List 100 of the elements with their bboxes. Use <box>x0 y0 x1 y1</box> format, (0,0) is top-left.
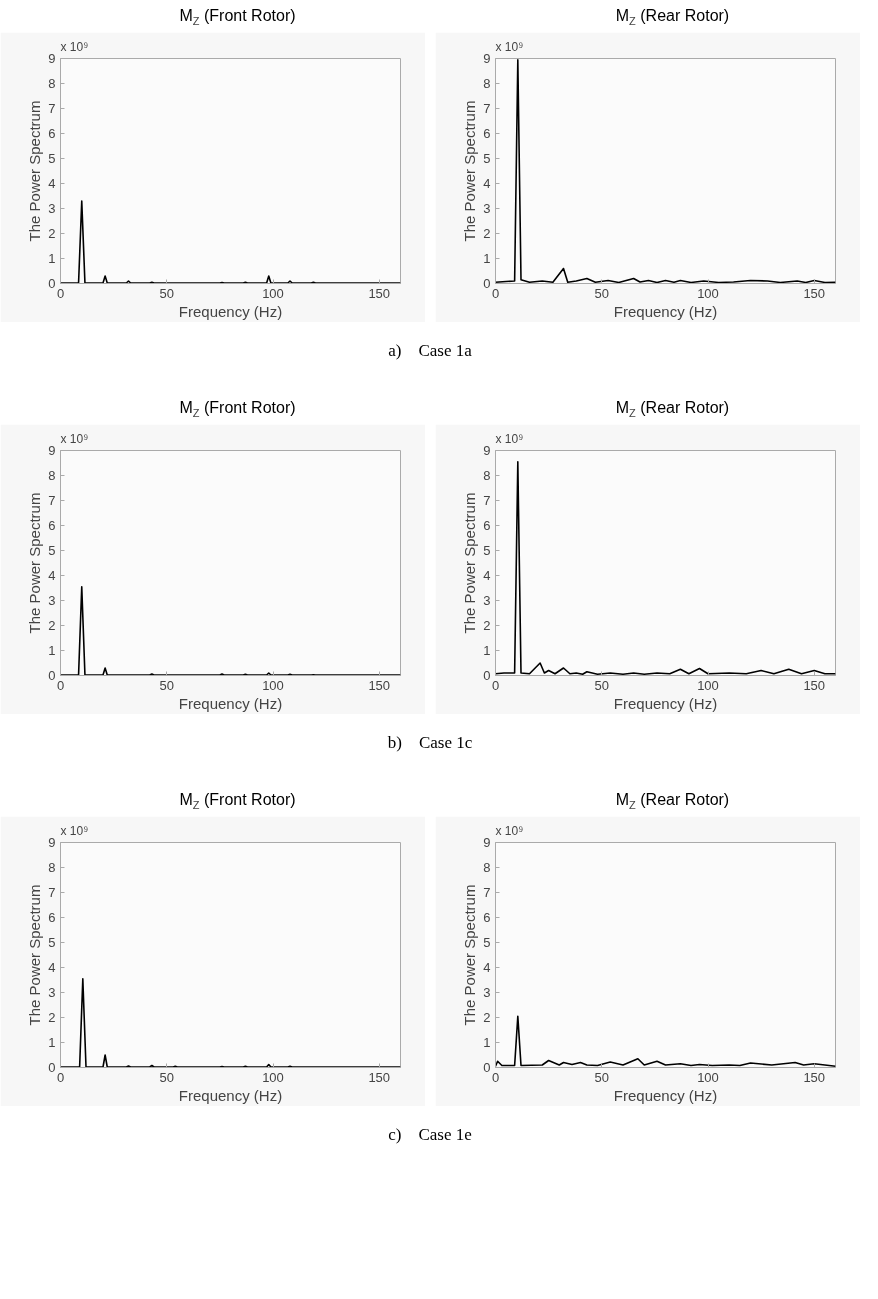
x-tick-label: 100 <box>262 677 284 693</box>
y-tick-label: 5 <box>48 543 56 558</box>
y-tick-label: 6 <box>48 518 56 533</box>
text: x 10⁹ <box>495 823 524 838</box>
y-tick-label: 9 <box>483 443 491 458</box>
y-tick-label: 3 <box>48 201 56 216</box>
y-tick-label: 8 <box>48 860 56 875</box>
y-tick-label: 2 <box>48 618 56 633</box>
y-tick-label: 3 <box>483 985 491 1000</box>
y-tick-label: 1 <box>483 1035 491 1050</box>
x-tick-label: 150 <box>368 677 391 693</box>
x-tick-label: 50 <box>594 677 609 693</box>
y-tick-label: 4 <box>483 176 491 191</box>
y-tick-label: 6 <box>483 518 491 533</box>
x-tick-label: 100 <box>697 677 719 693</box>
y-tick-label: 8 <box>483 860 491 875</box>
y-tick-label: 1 <box>483 643 491 658</box>
y-tick-label: 4 <box>483 960 491 975</box>
y-tick-label: 5 <box>483 151 491 166</box>
x-tick-label: 50 <box>159 1069 174 1085</box>
y-tick-label: 4 <box>48 568 56 583</box>
text: x 10⁹ <box>495 431 524 446</box>
y-tick-label: 1 <box>48 1035 56 1050</box>
y-tick-label: 6 <box>48 126 56 141</box>
x-tick-label: 100 <box>262 285 284 301</box>
y-tick-label: 8 <box>48 76 56 91</box>
y-tick-label: 7 <box>48 885 56 900</box>
x-axis-title: Frequency (Hz) <box>178 302 283 320</box>
y-tick-label: 1 <box>483 251 491 266</box>
chart-title: M$_{Z}$ (Front Rotor) <box>179 6 296 30</box>
y-tick-label: 7 <box>483 493 491 508</box>
y-axis-title: The Power Spectrum <box>461 884 479 1026</box>
x-tick-label: 150 <box>803 285 826 301</box>
y-tick-label: 6 <box>48 910 56 925</box>
y-axis-title: The Power Spectrum <box>26 884 44 1026</box>
y-tick-label: 4 <box>483 568 491 583</box>
x-tick-label: 100 <box>697 285 719 301</box>
chart-title: M$_{Z}$ (Rear Rotor) <box>615 398 730 422</box>
y-tick-label: 5 <box>483 935 491 950</box>
text: x 10⁹ <box>60 431 89 446</box>
y-tick-label: 9 <box>483 835 491 850</box>
x-axis-title: Frequency (Hz) <box>178 694 283 712</box>
y-tick-label: 6 <box>483 910 491 925</box>
y-tick-label: 1 <box>48 251 56 266</box>
y-tick-label: 2 <box>483 1010 491 1025</box>
y-tick-label: 9 <box>48 51 56 66</box>
x-tick-label: 150 <box>803 1069 826 1085</box>
x-tick-label: 100 <box>262 1069 284 1085</box>
y-tick-label: 3 <box>483 593 491 608</box>
text: x 10⁹ <box>60 39 89 54</box>
x-tick-label: 50 <box>594 1069 609 1085</box>
y-tick-label: 8 <box>48 468 56 483</box>
text: a) Case 1a <box>388 340 472 362</box>
y-axis-title: The Power Spectrum <box>26 492 44 634</box>
y-tick-label: 7 <box>483 885 491 900</box>
y-tick-label: 2 <box>483 618 491 633</box>
x-tick-label: 50 <box>159 285 174 301</box>
x-axis-title: Frequency (Hz) <box>613 302 718 320</box>
y-axis-title: The Power Spectrum <box>461 100 479 242</box>
x-tick-label: 150 <box>803 677 826 693</box>
y-tick-label: 5 <box>48 935 56 950</box>
text: x 10⁹ <box>495 39 524 54</box>
x-tick-label: 100 <box>697 1069 719 1085</box>
y-tick-label: 8 <box>483 76 491 91</box>
y-tick-label: 9 <box>483 51 491 66</box>
y-tick-label: 7 <box>48 101 56 116</box>
x-tick-label: 150 <box>368 285 391 301</box>
x-axis-title: Frequency (Hz) <box>613 694 718 712</box>
y-tick-label: 2 <box>48 226 56 241</box>
y-tick-label: 6 <box>483 126 491 141</box>
chart-title: M$_{Z}$ (Front Rotor) <box>179 398 296 422</box>
y-tick-label: 2 <box>483 226 491 241</box>
chart-title: M$_{Z}$ (Rear Rotor) <box>615 790 730 814</box>
x-axis-title: Frequency (Hz) <box>613 1086 718 1104</box>
y-axis-title: The Power Spectrum <box>461 492 479 634</box>
text: b) Case 1c <box>387 732 473 754</box>
y-tick-label: 1 <box>48 643 56 658</box>
y-tick-label: 3 <box>48 593 56 608</box>
y-tick-label: 5 <box>483 543 491 558</box>
y-tick-label: 2 <box>48 1010 56 1025</box>
y-axis-title: The Power Spectrum <box>26 100 44 242</box>
y-tick-label: 7 <box>483 101 491 116</box>
y-tick-label: 3 <box>483 201 491 216</box>
x-tick-label: 50 <box>159 677 174 693</box>
chart-title: M$_{Z}$ (Front Rotor) <box>179 790 296 814</box>
y-tick-label: 9 <box>48 835 56 850</box>
text: x 10⁹ <box>60 823 89 838</box>
text: c) Case 1e <box>388 1124 472 1146</box>
x-tick-label: 150 <box>368 1069 391 1085</box>
y-tick-label: 5 <box>48 151 56 166</box>
y-tick-label: 4 <box>48 176 56 191</box>
y-tick-label: 8 <box>483 468 491 483</box>
y-tick-label: 3 <box>48 985 56 1000</box>
x-axis-title: Frequency (Hz) <box>178 1086 283 1104</box>
y-tick-label: 7 <box>48 493 56 508</box>
chart-title: M$_{Z}$ (Rear Rotor) <box>615 6 730 30</box>
y-tick-label: 4 <box>48 960 56 975</box>
y-tick-label: 9 <box>48 443 56 458</box>
x-tick-label: 50 <box>594 285 609 301</box>
line-series <box>495 58 836 284</box>
